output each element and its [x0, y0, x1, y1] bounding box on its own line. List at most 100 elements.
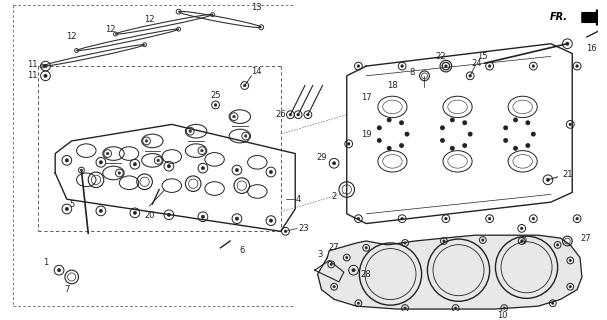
- Circle shape: [157, 159, 160, 162]
- Circle shape: [513, 146, 518, 151]
- Circle shape: [520, 227, 523, 230]
- Text: FR.: FR.: [549, 12, 568, 22]
- Text: 27: 27: [580, 234, 591, 243]
- Circle shape: [443, 240, 445, 242]
- Text: 11: 11: [27, 71, 38, 80]
- Circle shape: [531, 132, 536, 137]
- Circle shape: [167, 213, 171, 217]
- Circle shape: [167, 164, 171, 168]
- Text: 8: 8: [409, 68, 415, 77]
- Circle shape: [520, 240, 523, 242]
- Circle shape: [118, 172, 121, 174]
- Circle shape: [357, 65, 360, 68]
- Text: 29: 29: [316, 153, 327, 162]
- Circle shape: [387, 117, 392, 122]
- Circle shape: [513, 117, 518, 122]
- Circle shape: [133, 163, 137, 166]
- Circle shape: [333, 285, 335, 288]
- Circle shape: [405, 132, 410, 137]
- Circle shape: [532, 217, 535, 220]
- Text: 9: 9: [521, 236, 526, 245]
- Circle shape: [488, 65, 491, 68]
- Text: 12: 12: [66, 32, 77, 41]
- Circle shape: [399, 120, 404, 125]
- Text: 16: 16: [586, 44, 597, 53]
- Text: 22: 22: [436, 52, 446, 61]
- Circle shape: [546, 178, 549, 181]
- Circle shape: [552, 302, 554, 304]
- Circle shape: [65, 207, 69, 211]
- Text: 26: 26: [276, 110, 286, 119]
- Circle shape: [244, 135, 247, 137]
- Text: 2: 2: [331, 192, 337, 201]
- Circle shape: [455, 307, 457, 309]
- Circle shape: [80, 169, 83, 171]
- Text: 12: 12: [144, 15, 155, 24]
- Text: 11: 11: [27, 60, 38, 69]
- Circle shape: [99, 161, 103, 164]
- Circle shape: [352, 268, 355, 272]
- Circle shape: [575, 217, 578, 220]
- Circle shape: [133, 211, 137, 214]
- Circle shape: [189, 130, 192, 132]
- Circle shape: [463, 143, 467, 148]
- Text: 25: 25: [210, 91, 221, 100]
- Circle shape: [557, 244, 559, 246]
- Circle shape: [289, 113, 292, 116]
- Circle shape: [44, 74, 47, 77]
- Circle shape: [569, 285, 571, 288]
- Circle shape: [201, 166, 205, 170]
- Text: 3: 3: [317, 250, 322, 259]
- Text: 12: 12: [106, 25, 116, 34]
- Circle shape: [357, 217, 360, 220]
- Polygon shape: [317, 235, 582, 309]
- Circle shape: [44, 64, 47, 68]
- Circle shape: [365, 247, 367, 249]
- Text: 19: 19: [361, 130, 371, 139]
- Circle shape: [232, 115, 236, 118]
- Circle shape: [503, 125, 508, 130]
- Circle shape: [401, 217, 404, 220]
- Circle shape: [333, 162, 336, 165]
- Circle shape: [99, 209, 103, 212]
- Circle shape: [297, 113, 299, 116]
- Circle shape: [566, 42, 569, 45]
- FancyArrow shape: [582, 10, 606, 25]
- Circle shape: [201, 215, 205, 219]
- Circle shape: [200, 149, 203, 152]
- Circle shape: [65, 159, 69, 162]
- Circle shape: [440, 138, 445, 143]
- Circle shape: [575, 65, 578, 68]
- Circle shape: [270, 170, 273, 174]
- Circle shape: [404, 242, 406, 244]
- Circle shape: [463, 120, 467, 125]
- Circle shape: [488, 217, 491, 220]
- Circle shape: [444, 217, 447, 220]
- Circle shape: [526, 143, 531, 148]
- Circle shape: [236, 168, 239, 172]
- Text: 4: 4: [295, 195, 300, 204]
- Text: 27: 27: [329, 243, 339, 252]
- Text: 15: 15: [478, 52, 488, 61]
- Circle shape: [450, 146, 455, 151]
- Circle shape: [404, 307, 406, 309]
- Text: 23: 23: [298, 224, 309, 233]
- Circle shape: [450, 117, 455, 122]
- Circle shape: [469, 75, 472, 77]
- Circle shape: [214, 104, 217, 106]
- Text: 13: 13: [251, 3, 262, 12]
- Circle shape: [387, 146, 392, 151]
- Circle shape: [270, 219, 273, 222]
- Circle shape: [58, 268, 61, 272]
- Circle shape: [243, 84, 246, 87]
- Circle shape: [503, 138, 508, 143]
- Circle shape: [145, 140, 148, 142]
- Text: 20: 20: [144, 211, 155, 220]
- Text: 21: 21: [563, 171, 573, 180]
- Circle shape: [569, 259, 571, 262]
- Circle shape: [236, 217, 239, 220]
- Circle shape: [503, 307, 506, 309]
- Text: 6: 6: [239, 246, 245, 255]
- Circle shape: [377, 125, 382, 130]
- Circle shape: [399, 143, 404, 148]
